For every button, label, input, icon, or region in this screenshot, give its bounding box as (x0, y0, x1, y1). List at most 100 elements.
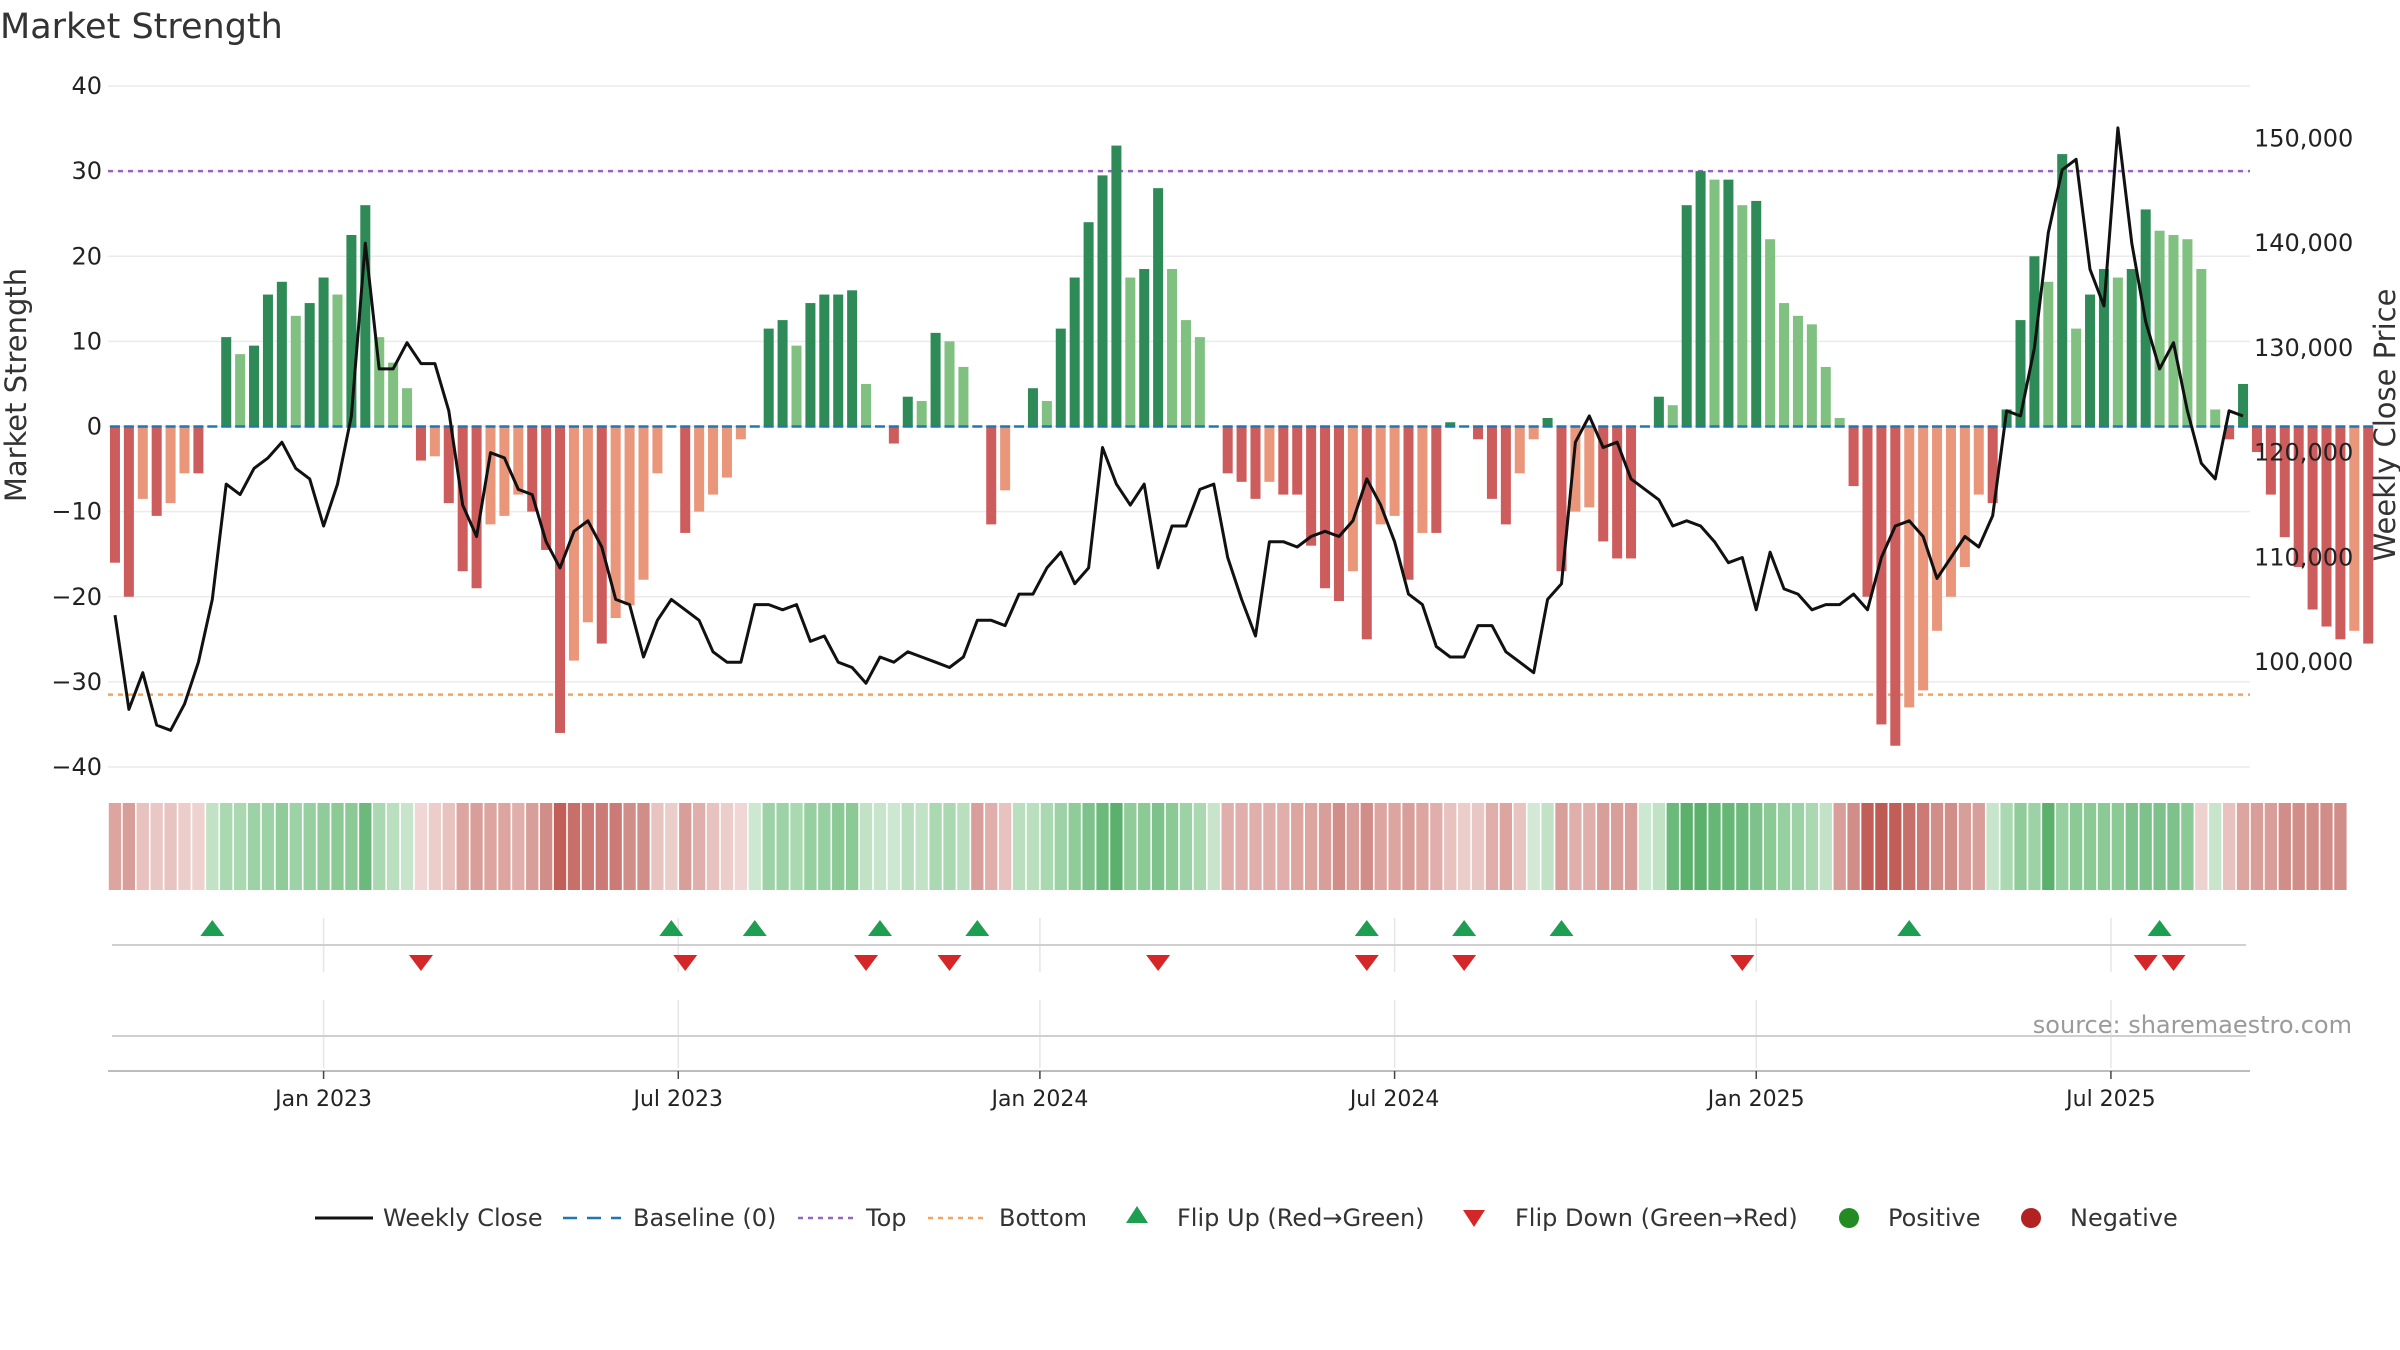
strength-bar (2098, 269, 2109, 427)
flip-up-marker (2147, 920, 2172, 936)
heat-cell (1680, 803, 1693, 890)
strength-bar (1097, 175, 1108, 427)
heat-cell (1457, 803, 1471, 890)
heat-cell (1597, 803, 1610, 890)
heat-cell (164, 803, 177, 890)
heat-cell (1944, 803, 1958, 890)
legend-positive-dot (1839, 1208, 1859, 1228)
heat-cell (679, 803, 692, 890)
strength-bar (1695, 171, 1706, 427)
strength-bar (1626, 426, 1637, 559)
strength-bar (485, 426, 496, 525)
heat-cell (178, 803, 191, 890)
heat-cell (1694, 803, 1707, 890)
heat-cell (1610, 803, 1624, 890)
flip-up-marker (1452, 920, 1477, 936)
strength-bar (1820, 366, 1831, 427)
heat-cell (2125, 803, 2138, 890)
heat-cell (1165, 803, 1179, 890)
reference-lines (108, 169, 2250, 696)
strength-bar (735, 426, 746, 440)
legend-negative: Negative (2070, 1204, 2178, 1232)
strength-bar (1779, 303, 1790, 427)
heat-cell (1012, 803, 1026, 890)
heat-cell (108, 803, 122, 890)
heat-cell (400, 803, 414, 890)
strength-bar (1528, 426, 1539, 440)
strength-bar (1918, 426, 1929, 691)
heat-cell (1972, 803, 1985, 890)
strength-bar (415, 426, 426, 461)
heat-cell (1082, 803, 1095, 890)
heat-cell (261, 803, 275, 890)
flip-down-marker (1146, 955, 1171, 971)
strength-bar (777, 320, 788, 427)
strength-bar (708, 426, 719, 495)
strength-bar (2349, 426, 2360, 631)
strength-bar (1222, 426, 1233, 474)
heat-cell (1318, 803, 1332, 890)
heat-cell (539, 803, 553, 890)
heat-cell (192, 803, 205, 890)
strength-bar (332, 294, 343, 427)
strength-bar (2168, 234, 2179, 427)
strength-bar (1417, 426, 1428, 533)
heat-cell (484, 803, 497, 890)
y2-tick-label: 110,000 (2254, 543, 2353, 571)
strength-bar (2293, 426, 2304, 567)
heat-cell (859, 803, 873, 890)
heat-cell (1416, 803, 1429, 890)
heat-cell (1040, 803, 1054, 890)
strength-bar (1556, 426, 1567, 572)
heat-cell (845, 803, 859, 890)
strength-bar (1890, 426, 1901, 746)
strength-bar (360, 205, 371, 427)
strength-bar (123, 426, 134, 597)
strength-bar (888, 426, 899, 444)
strength-bar (2238, 383, 2249, 427)
strength-bar (1069, 277, 1080, 427)
strength-bar (374, 337, 385, 427)
heat-cell (1875, 803, 1888, 890)
strength-bar (262, 294, 273, 427)
y2-tick-label: 130,000 (2254, 334, 2353, 362)
strength-bar (986, 426, 997, 525)
strength-bar (1333, 426, 1344, 602)
y2-tick-label: 140,000 (2254, 229, 2353, 257)
strength-bar (555, 426, 566, 733)
heat-cell (998, 803, 1012, 890)
heat-cell (2278, 803, 2291, 890)
strength-bar (1834, 417, 1845, 427)
flip-down-marker (2161, 955, 2186, 971)
flip-down-marker (408, 955, 433, 971)
strength-bar (2335, 426, 2346, 640)
strength-bar (2085, 294, 2096, 427)
x-tick-label: Jul 2025 (2064, 1087, 2156, 1112)
heat-cell (1541, 803, 1554, 890)
strength-bar (791, 345, 802, 427)
heat-cell (2153, 803, 2166, 890)
heat-cell (2250, 803, 2264, 890)
heat-cell (873, 803, 887, 890)
y-tick-label: 10 (71, 327, 102, 355)
y-tick-label: 30 (71, 157, 102, 185)
heat-cell (553, 803, 567, 890)
strength-bar (1584, 426, 1595, 508)
heat-cell (595, 803, 608, 890)
strength-bar (1598, 426, 1609, 542)
heat-cell (2000, 803, 2013, 890)
x-tick-label: Jul 2024 (1348, 1087, 1440, 1112)
heat-cell (1916, 803, 1930, 890)
heat-cell (1179, 803, 1193, 890)
heat-cell (985, 803, 998, 890)
heat-cell (832, 803, 845, 890)
strength-bar (916, 400, 927, 427)
heat-cell (1235, 803, 1248, 890)
strength-bar (1959, 426, 1970, 567)
heat-cell (1555, 803, 1568, 890)
heat-cell (1513, 803, 1526, 890)
strength-bar (1876, 426, 1887, 725)
x-tick-label: Jul 2023 (632, 1087, 724, 1112)
heat-cell (289, 803, 302, 890)
strength-bar (527, 426, 538, 512)
